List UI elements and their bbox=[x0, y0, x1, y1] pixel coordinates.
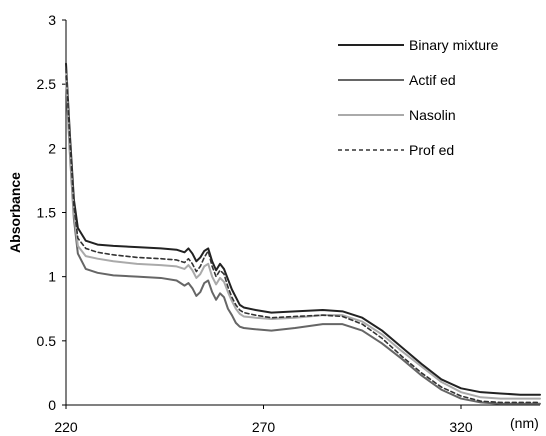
y-tick-label: 3 bbox=[48, 12, 56, 28]
x-axis-unit-label: (nm) bbox=[510, 415, 539, 431]
series-line-4 bbox=[65, 67, 541, 404]
y-tick-label: 2 bbox=[48, 140, 56, 156]
series-line-3 bbox=[65, 70, 541, 400]
legend-label-2: Actif ed bbox=[409, 72, 456, 88]
x-tick-label: 270 bbox=[252, 419, 276, 435]
y-tick-label: 0 bbox=[48, 397, 56, 413]
legend-label-3: Nasolin bbox=[409, 107, 456, 123]
y-tick-label: 1.5 bbox=[37, 205, 57, 221]
x-tick-label: 220 bbox=[54, 419, 78, 435]
series-lines bbox=[65, 62, 541, 405]
legend-label-4: Prof ed bbox=[409, 142, 454, 158]
y-tick-label: 0.5 bbox=[37, 333, 57, 349]
y-axis-ticks: 0 0.5 1 1.5 2 2.5 3 bbox=[37, 12, 66, 413]
y-tick-label: 1 bbox=[48, 269, 56, 285]
plot-area: 0 0.5 1 1.5 2 2.5 3 220 270 320 bbox=[37, 12, 541, 435]
legend-label-1: Binary mixture bbox=[409, 37, 499, 53]
x-axis-ticks: 220 270 320 bbox=[54, 405, 473, 435]
chart-legend: Binary mixture Actif ed Nasolin Prof ed bbox=[338, 37, 499, 158]
x-tick-label: 320 bbox=[449, 419, 473, 435]
y-axis-title: Absorbance bbox=[7, 172, 23, 253]
series-line-2 bbox=[65, 75, 541, 405]
y-tick-label: 2.5 bbox=[37, 76, 57, 92]
series-line-1 bbox=[65, 62, 541, 396]
